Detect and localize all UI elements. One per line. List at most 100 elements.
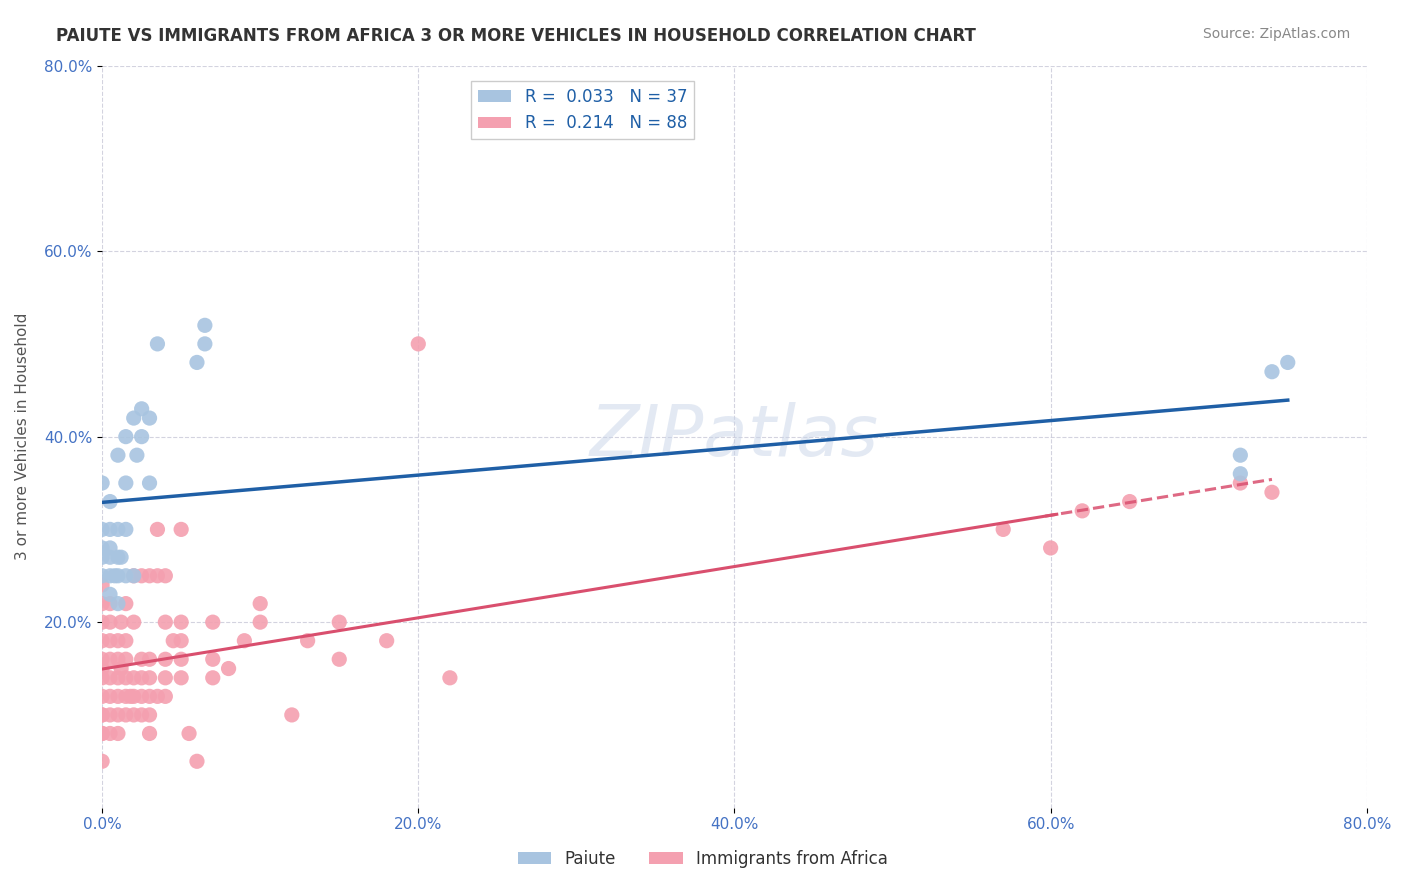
Point: [120, 690, 142, 704]
Point: [114, 707, 136, 722]
Point: [194, 337, 217, 351]
Point: [98, 633, 121, 648]
Point: [98, 707, 121, 722]
Legend: Paiute, Immigrants from Africa: Paiute, Immigrants from Africa: [512, 844, 894, 875]
Point: [1118, 494, 1140, 508]
Point: [107, 726, 129, 740]
Point: [107, 707, 129, 722]
Point: [98, 726, 121, 740]
Point: [993, 522, 1015, 536]
Point: [91, 615, 114, 629]
Point: [122, 568, 145, 582]
Text: PAIUTE VS IMMIGRANTS FROM AFRICA 3 OR MORE VEHICLES IN HOUSEHOLD CORRELATION CHA: PAIUTE VS IMMIGRANTS FROM AFRICA 3 OR MO…: [56, 27, 976, 45]
Point: [98, 615, 121, 629]
Point: [114, 476, 136, 491]
Point: [201, 652, 224, 666]
Point: [170, 671, 193, 685]
Point: [297, 633, 319, 648]
Point: [170, 522, 193, 536]
Point: [375, 633, 398, 648]
Point: [146, 337, 169, 351]
Point: [1229, 448, 1251, 462]
Point: [1261, 365, 1284, 379]
Point: [107, 522, 129, 536]
Point: [138, 411, 160, 425]
Point: [131, 430, 153, 444]
Point: [162, 633, 184, 648]
Point: [104, 568, 127, 582]
Legend: R =  0.033   N = 37, R =  0.214   N = 88: R = 0.033 N = 37, R = 0.214 N = 88: [471, 81, 695, 139]
Point: [91, 726, 114, 740]
Point: [155, 652, 177, 666]
Point: [249, 597, 271, 611]
Point: [138, 652, 160, 666]
Point: [186, 355, 208, 369]
Point: [91, 476, 114, 491]
Point: [110, 661, 132, 675]
Point: [98, 671, 121, 685]
Point: [91, 578, 114, 592]
Text: Source: ZipAtlas.com: Source: ZipAtlas.com: [1202, 27, 1350, 41]
Point: [281, 707, 304, 722]
Point: [1261, 485, 1284, 500]
Point: [122, 615, 145, 629]
Point: [114, 522, 136, 536]
Point: [131, 707, 153, 722]
Point: [107, 671, 129, 685]
Text: ZIPatlas: ZIPatlas: [591, 402, 879, 471]
Point: [107, 690, 129, 704]
Point: [91, 671, 114, 685]
Point: [218, 661, 240, 675]
Point: [98, 690, 121, 704]
Point: [114, 568, 136, 582]
Point: [122, 707, 145, 722]
Point: [170, 615, 193, 629]
Point: [107, 633, 129, 648]
Point: [110, 615, 132, 629]
Point: [233, 633, 256, 648]
Point: [114, 633, 136, 648]
Point: [122, 568, 145, 582]
Point: [98, 652, 121, 666]
Point: [201, 671, 224, 685]
Y-axis label: 3 or more Vehicles in Household: 3 or more Vehicles in Household: [15, 313, 30, 560]
Point: [138, 707, 160, 722]
Point: [98, 494, 121, 508]
Point: [98, 568, 121, 582]
Point: [155, 568, 177, 582]
Point: [138, 568, 160, 582]
Point: [122, 411, 145, 425]
Point: [177, 726, 200, 740]
Point: [91, 522, 114, 536]
Point: [131, 568, 153, 582]
Point: [98, 550, 121, 565]
Point: [122, 690, 145, 704]
Point: [91, 754, 114, 768]
Point: [107, 448, 129, 462]
Point: [91, 707, 114, 722]
Point: [107, 568, 129, 582]
Point: [91, 652, 114, 666]
Point: [91, 707, 114, 722]
Point: [408, 337, 430, 351]
Point: [146, 568, 169, 582]
Point: [138, 476, 160, 491]
Point: [91, 568, 114, 582]
Point: [98, 541, 121, 555]
Point: [1039, 541, 1062, 555]
Point: [1229, 467, 1251, 481]
Point: [114, 597, 136, 611]
Point: [98, 522, 121, 536]
Point: [98, 587, 121, 601]
Point: [170, 652, 193, 666]
Point: [170, 633, 193, 648]
Point: [122, 671, 145, 685]
Point: [98, 597, 121, 611]
Point: [125, 448, 148, 462]
Point: [131, 652, 153, 666]
Point: [1277, 355, 1299, 369]
Point: [110, 550, 132, 565]
Point: [107, 550, 129, 565]
Point: [138, 690, 160, 704]
Point: [138, 671, 160, 685]
